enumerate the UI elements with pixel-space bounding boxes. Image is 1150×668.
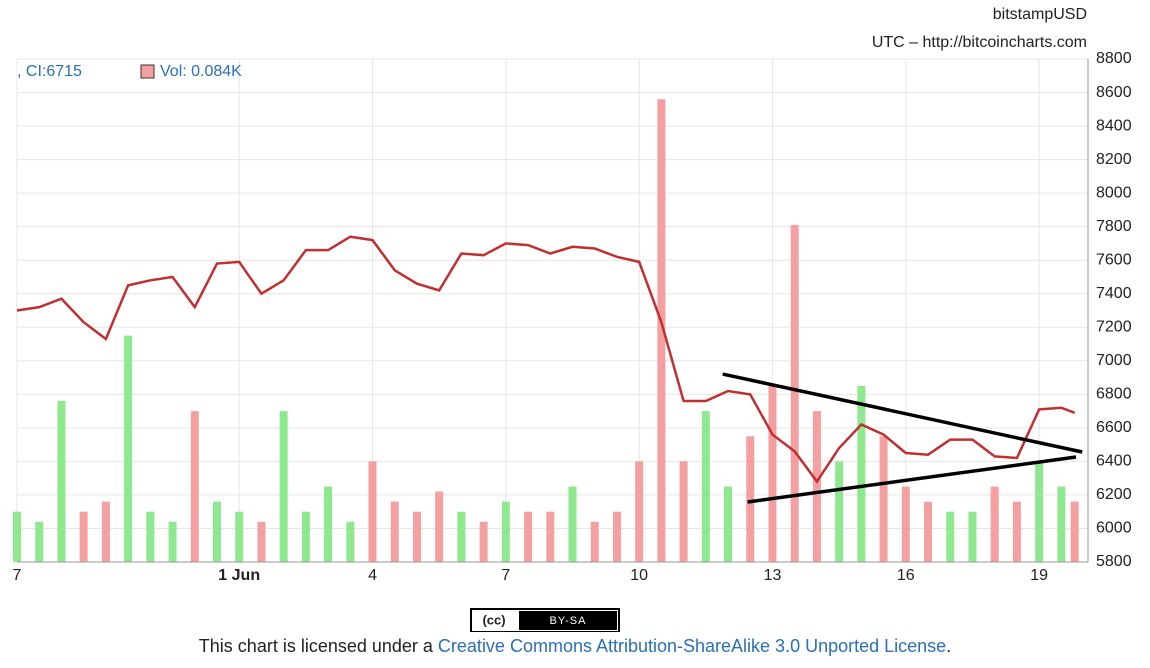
volume-bar: [101, 501, 110, 562]
volume-bar: [657, 99, 666, 563]
volume-bar: [479, 521, 488, 562]
y-tick-label: 7400: [1096, 285, 1132, 302]
y-tick-label: 8400: [1096, 117, 1132, 134]
volume-bar: [857, 385, 866, 562]
volume-bar: [812, 411, 821, 562]
volume-bar: [235, 511, 244, 562]
y-tick-label: 7600: [1096, 251, 1132, 268]
volume-bar: [190, 411, 199, 562]
volume-bar: [746, 436, 755, 562]
y-tick-label: 7800: [1096, 218, 1132, 235]
volume-bar: [924, 501, 933, 562]
volume-bar: [590, 521, 599, 562]
y-tick-label: 8800: [1096, 50, 1132, 67]
price-line: [16, 235, 1076, 484]
volume-bar: [524, 511, 533, 562]
y-tick-label: 5800: [1096, 553, 1132, 570]
legend-volume-key: [140, 64, 155, 79]
volume-bar: [146, 511, 155, 562]
volume-bar: [301, 511, 310, 562]
x-tick-label: 7: [501, 567, 510, 584]
credit: UTC – http://bitcoincharts.com: [872, 34, 1087, 51]
y-tick-label: 6200: [1096, 486, 1132, 503]
volume-bar: [124, 335, 133, 562]
volume-bar: [368, 461, 377, 562]
y-tick-label: 6600: [1096, 419, 1132, 436]
y-tick-label: 7000: [1096, 352, 1132, 369]
license-lead: This chart is licensed under a: [198, 636, 438, 656]
x-tick-label: 19: [1030, 567, 1048, 584]
volume-bar: [968, 511, 977, 562]
volume-bar: [457, 511, 466, 562]
volume-bar: [501, 501, 510, 562]
volume-bar: [901, 486, 910, 562]
volume-bar: [279, 411, 288, 562]
volume-bar: [79, 511, 88, 562]
volume-bar: [546, 511, 555, 562]
volume-bar: [835, 461, 844, 562]
x-tick-label: 10: [630, 567, 648, 584]
volume-bar: [13, 511, 21, 562]
y-tick-label: 7200: [1096, 318, 1132, 335]
y-tick-label: 8200: [1096, 151, 1132, 168]
plot-area: [17, 59, 1088, 562]
x-tick-label: 13: [764, 567, 782, 584]
volume-bar: [390, 501, 399, 562]
volume-bar: [168, 521, 177, 562]
x-tick-label: 7: [13, 567, 22, 584]
trend-line: [747, 455, 1077, 504]
y-tick-label: 6000: [1096, 520, 1132, 537]
y-tick-label: 8000: [1096, 184, 1132, 201]
volume-bar: [35, 521, 44, 562]
volume-bar: [568, 486, 577, 562]
y-tick-label: 6800: [1096, 386, 1132, 403]
legend-volume: Vol: 0.084K: [160, 63, 242, 80]
x-tick-label: 1 Jun: [218, 567, 260, 584]
volume-bar: [879, 436, 888, 562]
volume-bar: [257, 521, 266, 562]
volume-bar: [635, 461, 644, 562]
x-tick-label: 16: [897, 567, 915, 584]
license-text: This chart is licensed under a Creative …: [0, 636, 1150, 657]
volume-bar: [324, 486, 333, 562]
license-link[interactable]: Creative Commons Attribution-ShareAlike …: [437, 636, 947, 656]
volume-bar: [57, 401, 66, 562]
volume-bar: [724, 486, 733, 562]
volume-bar: [435, 491, 444, 562]
volume-bar: [1057, 486, 1066, 562]
volume-bar: [990, 486, 999, 562]
volume-bar: [768, 385, 777, 562]
volume-bar: [946, 511, 955, 562]
trend-line: [722, 372, 1083, 454]
y-tick-label: 6400: [1096, 453, 1132, 470]
volume-bar: [1035, 461, 1044, 562]
volume-bar: [612, 511, 621, 562]
volume-bar: [412, 511, 421, 562]
volume-bar: [701, 411, 710, 562]
y-tick-label: 8600: [1096, 84, 1132, 101]
volume-bar: [212, 501, 221, 562]
volume-bar: [1012, 501, 1021, 562]
cc-badge-cc: (cc): [482, 612, 505, 627]
volume-bar: [1070, 501, 1079, 562]
chart: bitstampUSD UTC – http://bitcoincharts.c…: [13, 6, 1132, 632]
source: bitstampUSD: [993, 6, 1087, 23]
volume-bar: [790, 224, 799, 563]
volume-bar: [679, 461, 688, 562]
x-tick-label: 4: [368, 567, 377, 584]
license-end: .: [946, 636, 952, 656]
cc-badge-text: BY-SA: [549, 615, 586, 627]
cc-badge-dark: [519, 611, 617, 630]
legend-price: , CI:6715: [17, 63, 82, 80]
volume-bar: [346, 521, 355, 562]
